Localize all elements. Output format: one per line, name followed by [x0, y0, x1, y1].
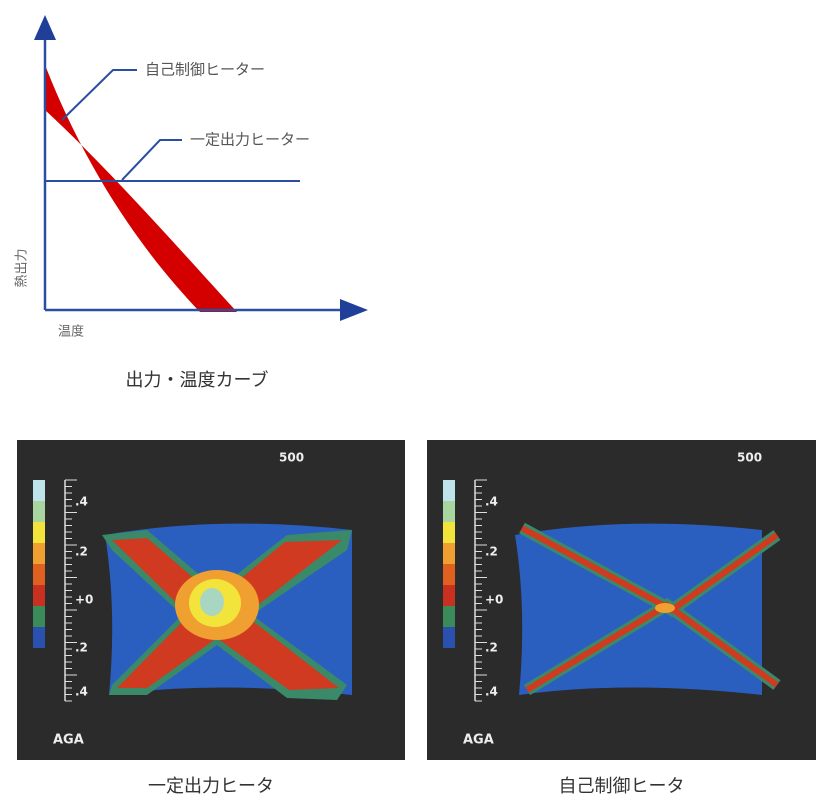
unit-label: AGA: [53, 733, 84, 748]
scale-label: .4: [75, 495, 88, 509]
thermal-image: 500 .4 .2 +0 .2 .4 AGA: [17, 440, 405, 760]
body: [515, 523, 762, 695]
thermal-image: 500 .4 .2 +0 .2 .4 AGA: [427, 440, 816, 760]
axis-label: 温度: [58, 324, 84, 340]
scale-label: .2: [485, 641, 498, 655]
caption: 一定出力ヒータ: [148, 776, 274, 797]
axis-label: 熱出力: [15, 248, 30, 287]
scale-label: .4: [485, 685, 498, 699]
hot-zone: [655, 603, 675, 613]
color-bar: [443, 480, 455, 501]
scale-label: .2: [485, 545, 498, 559]
color-bar: [33, 543, 45, 564]
color-bar: [443, 543, 455, 564]
scale-label: .2: [75, 641, 88, 655]
color-bar: [33, 585, 45, 606]
scale-label: .4: [75, 685, 88, 699]
hot-center: [200, 588, 224, 616]
scale-label: .2: [75, 545, 88, 559]
color-bar: [443, 606, 455, 627]
x-arrow: [340, 299, 368, 321]
caption: 出力・温度カーブ: [126, 369, 269, 391]
color-bar: [443, 627, 455, 648]
scale-label: .4: [485, 495, 498, 509]
y-arrow: [34, 15, 56, 40]
caption: 自己制御ヒータ: [559, 776, 685, 797]
color-bar: [443, 564, 455, 585]
leader-line: [121, 139, 182, 181]
curve-diagram: 自己制御ヒーター 一定出力ヒーター 熱出力 温度 出力・温度カーブ: [15, 15, 368, 391]
label: 自己制御ヒーター: [145, 61, 265, 79]
color-bar: [443, 501, 455, 522]
color-bar: [33, 564, 45, 585]
label: 一定出力ヒーター: [190, 131, 310, 149]
unit-label: AGA: [463, 733, 494, 748]
scale-top: 500: [279, 451, 304, 465]
self-control-band: [45, 65, 237, 312]
color-bar: [33, 522, 45, 543]
color-bar: [443, 522, 455, 543]
scale-label: +0: [485, 593, 503, 607]
color-bar: [443, 585, 455, 606]
scale-top: 500: [737, 451, 762, 465]
color-bar: [33, 627, 45, 648]
color-bar: [33, 480, 45, 501]
color-bar: [33, 501, 45, 522]
scale-label: +0: [75, 593, 93, 607]
color-bar: [33, 606, 45, 627]
leader-line: [61, 69, 137, 121]
